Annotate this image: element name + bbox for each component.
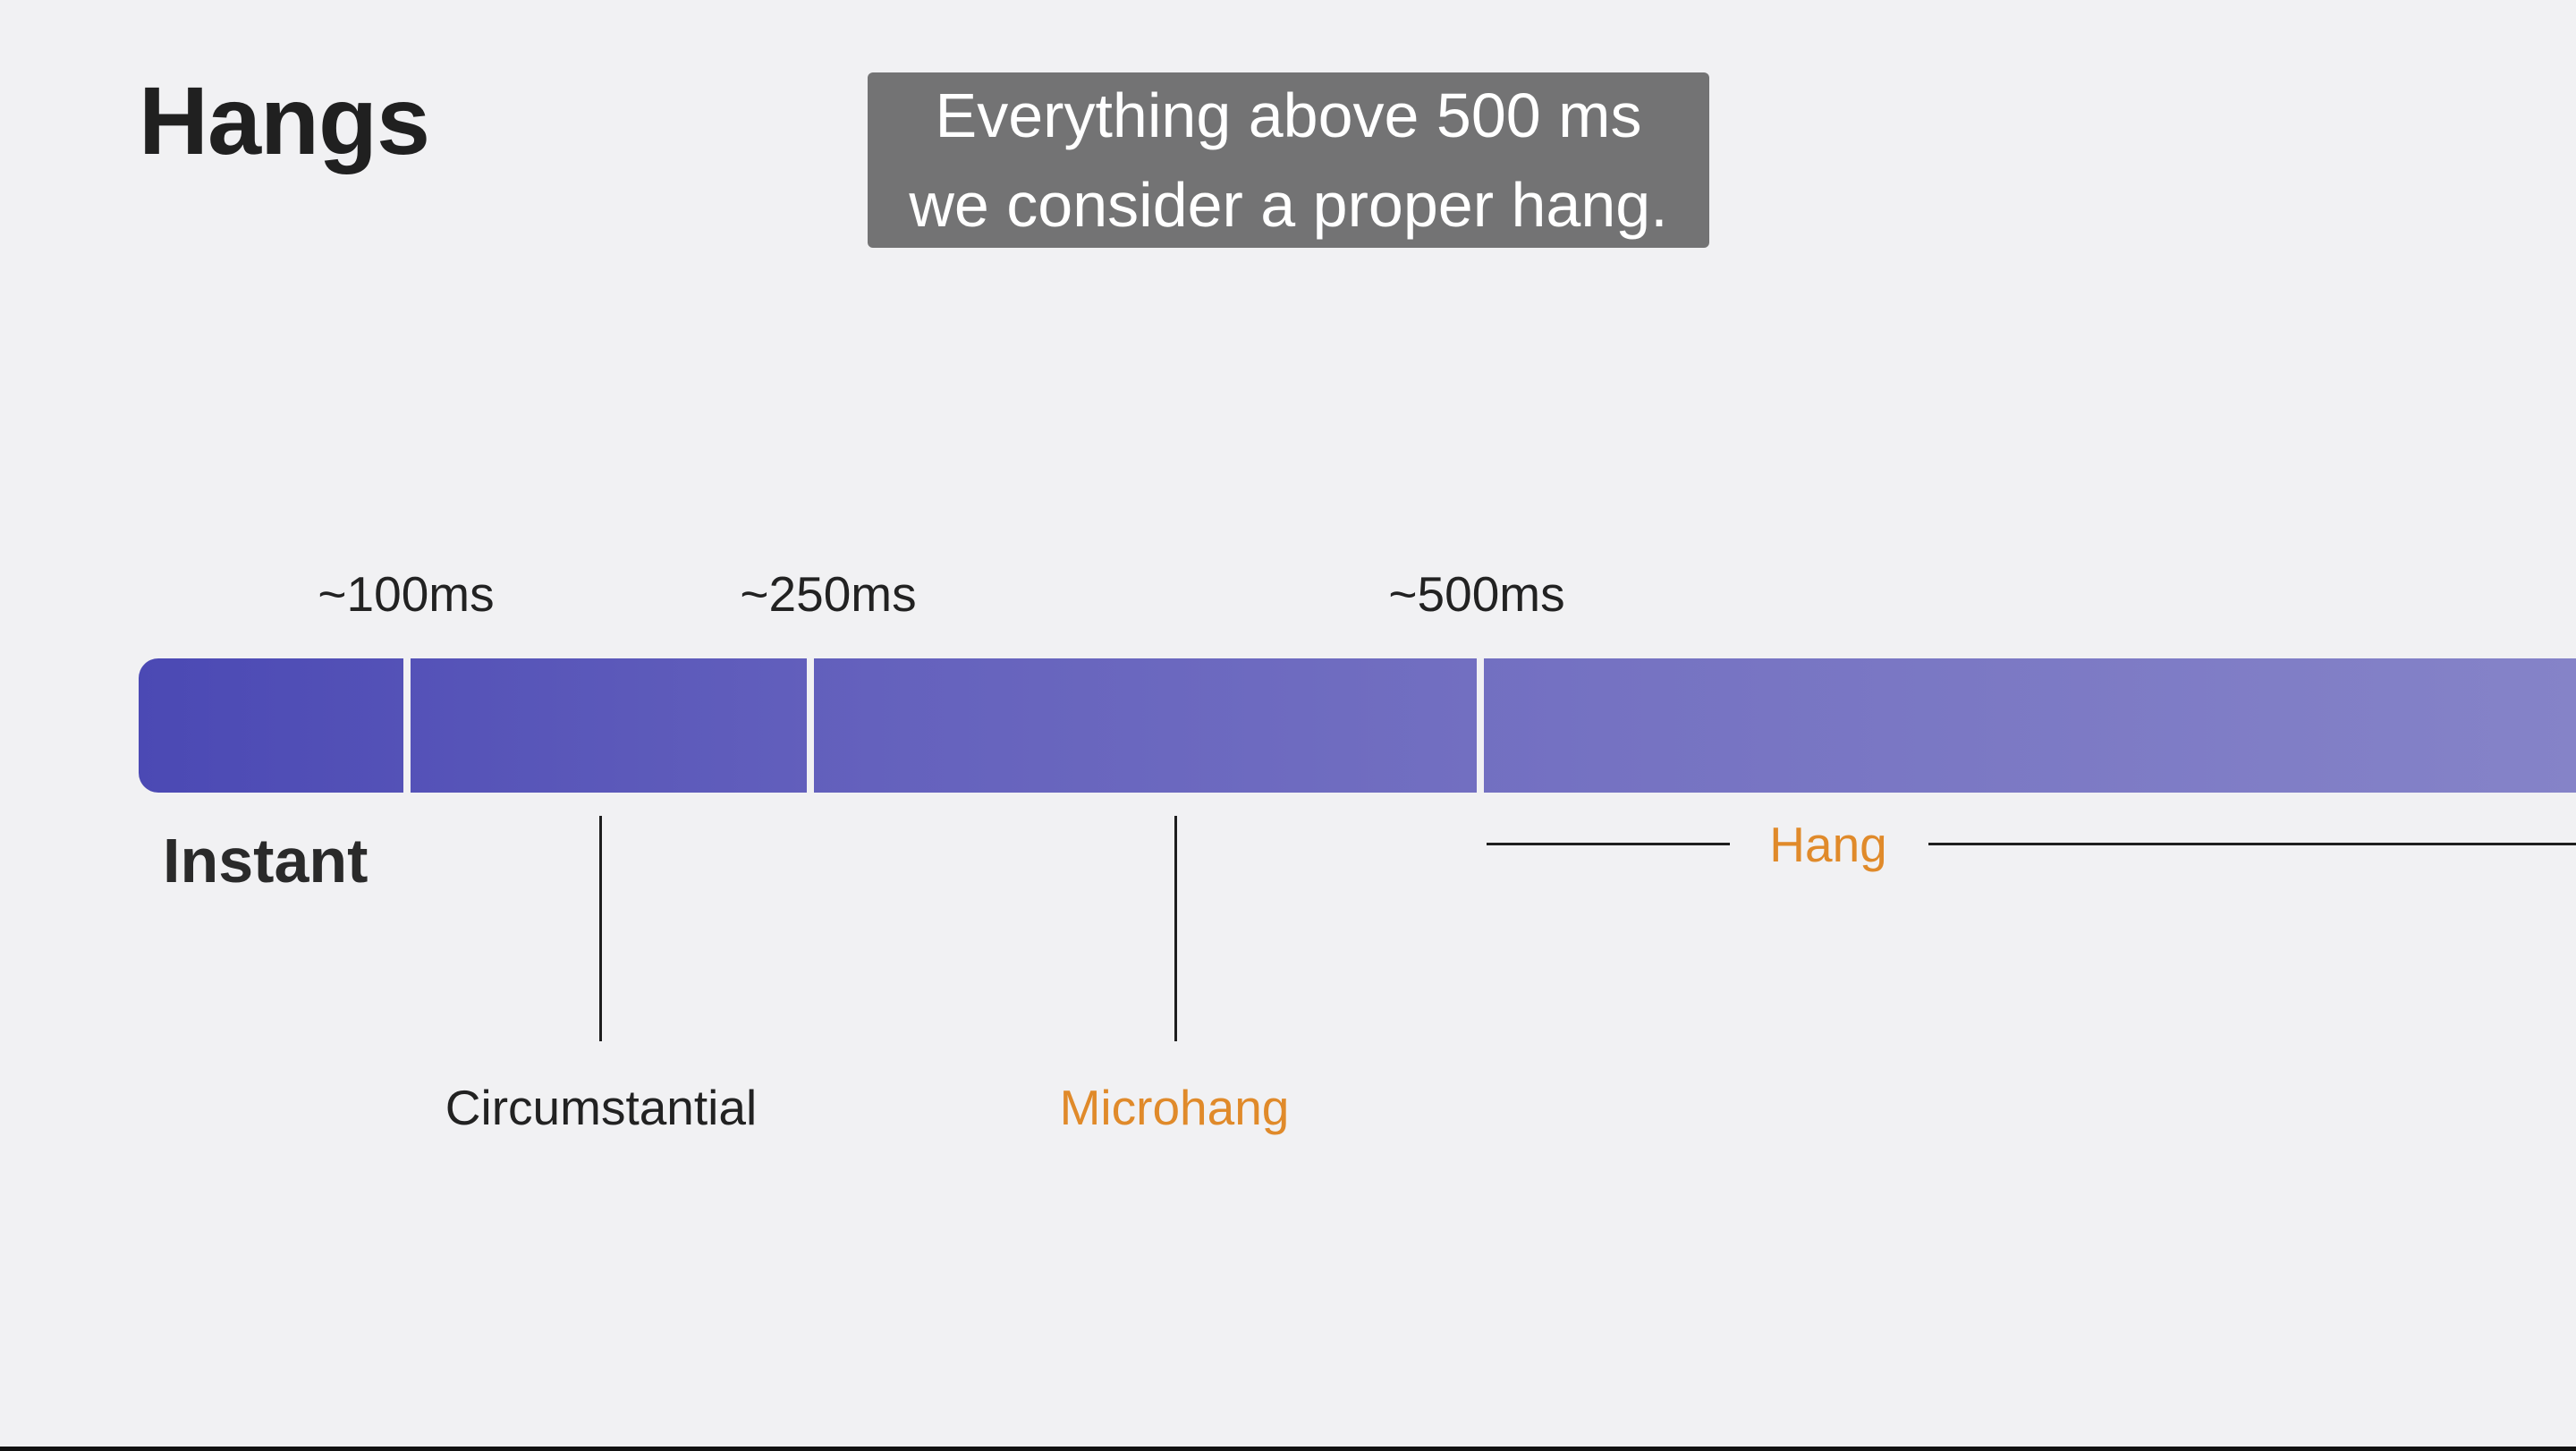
hang-label: Hang (1769, 817, 1887, 872)
duration-bar (139, 658, 2576, 793)
hang-bracket-right-line (1928, 843, 2576, 845)
hang-bracket-left-line (1487, 843, 1730, 845)
circumstantial-label: Circumstantial (445, 1080, 758, 1135)
subtitle-caption: Everything above 500 ms we consider a pr… (868, 72, 1709, 248)
bottom-border (0, 1447, 2576, 1451)
slide-title: Hangs (139, 66, 430, 174)
divider-250ms (807, 658, 814, 793)
microhang-leader-line (1174, 816, 1177, 1041)
microhang-label: Microhang (1059, 1080, 1290, 1135)
instant-label: Instant (163, 826, 369, 895)
caption-line-2: we consider a proper hang. (909, 170, 1668, 240)
divider-500ms (1477, 658, 1484, 793)
tick-label-250ms: ~250ms (740, 566, 917, 622)
circumstantial-leader-line (599, 816, 602, 1041)
tick-label-100ms: ~100ms (318, 566, 495, 622)
caption-line-1: Everything above 500 ms (935, 81, 1642, 150)
tick-label-500ms: ~500ms (1388, 566, 1565, 622)
divider-100ms (403, 658, 411, 793)
